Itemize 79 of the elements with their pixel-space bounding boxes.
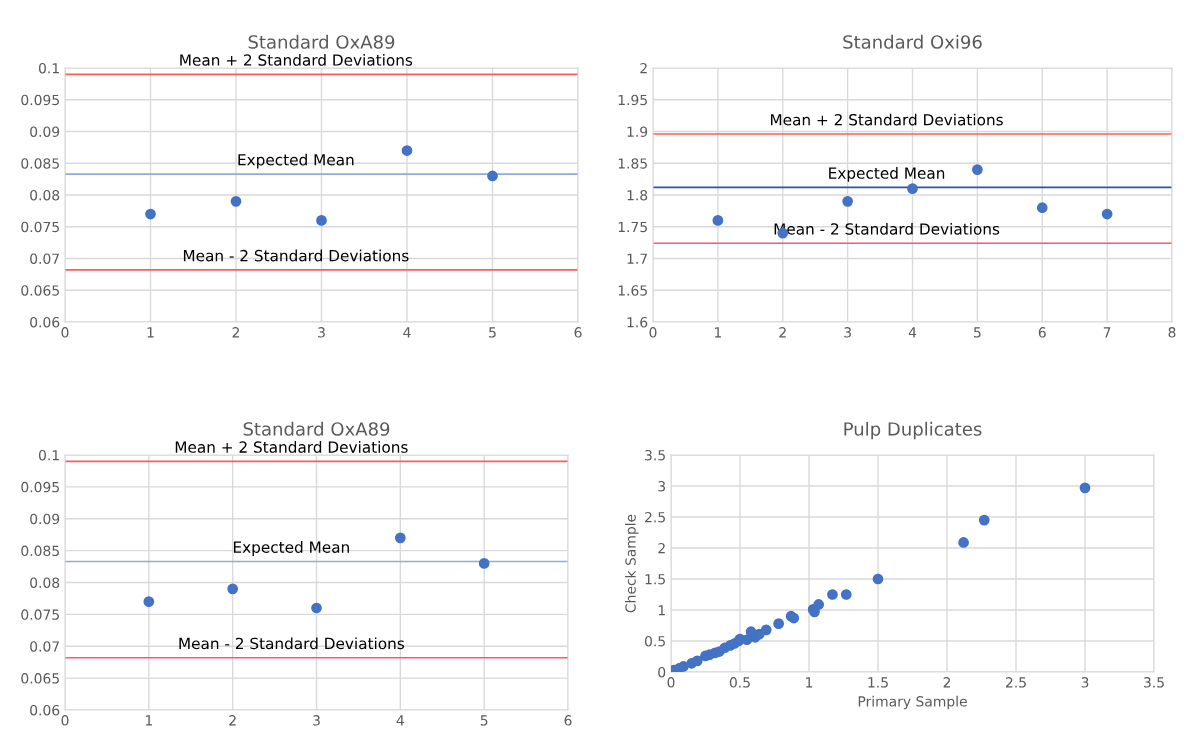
- ref-line-label: Expected Mean: [829, 167, 945, 182]
- x-tick-label: 3: [313, 715, 320, 726]
- x-tick-label: 2.5: [1005, 677, 1026, 688]
- chart-title: Standard Oxi96: [843, 34, 982, 49]
- x-axis-title: Primary Sample: [858, 695, 967, 710]
- y-tick-label: 3: [658, 480, 666, 492]
- y-tick-label: 2.5: [645, 511, 665, 523]
- y-tick-label: 1.5: [645, 574, 665, 585]
- y-tick-label: 1.75: [618, 221, 647, 233]
- x-tick-label: 3: [1081, 677, 1089, 688]
- x-tick-label: 6: [1038, 327, 1046, 338]
- x-tick-label: 3: [844, 327, 851, 338]
- y-tick-label: 0.09: [30, 513, 60, 525]
- y-tick-label: 0.075: [21, 221, 59, 233]
- y-tick-label: 0.06: [30, 316, 60, 328]
- ref-line-label: Mean - 2 Standard Deviations: [179, 637, 405, 650]
- y-tick-label: 2: [640, 62, 647, 74]
- x-tick-label: 2: [229, 715, 236, 726]
- y-tick-label: 3.5: [645, 449, 665, 461]
- y-tick-label: 0.085: [21, 545, 59, 557]
- chart-title: Standard OxA89: [243, 421, 390, 436]
- y-tick-label: 1.85: [618, 158, 647, 169]
- ref-line-label: Mean + 2 Standard Deviations: [770, 113, 1003, 126]
- ref-line-label: Expected Mean: [238, 153, 354, 169]
- x-tick-label: 4: [908, 327, 917, 338]
- x-tick-label: 1: [806, 677, 813, 688]
- x-tick-label: 2: [943, 677, 951, 688]
- y-tick-label: 0.1: [38, 449, 59, 461]
- x-tick-label: 0: [61, 327, 69, 338]
- x-tick-label: 4: [396, 715, 404, 726]
- x-tick-label: 4: [403, 327, 411, 338]
- y-tick-label: 0.065: [21, 673, 59, 684]
- y-tick-label: 1.7: [627, 253, 647, 264]
- x-tick-label: 5: [480, 715, 488, 726]
- y-tick-label: 1.9: [627, 126, 648, 137]
- y-tick-label: 0.085: [21, 158, 59, 169]
- x-tick-label: 6: [574, 327, 582, 338]
- ref-line-label: Mean + 2 Standard Deviations: [175, 441, 408, 453]
- y-tick-label: 1.95: [618, 94, 647, 106]
- x-tick-label: 5: [489, 327, 496, 338]
- y-tick-label: 1.6: [627, 316, 648, 328]
- y-tick-label: 0.095: [21, 94, 59, 106]
- y-tick-label: 2: [658, 542, 665, 554]
- x-tick-label: 7: [1103, 327, 1111, 338]
- y-tick-label: 0.07: [30, 641, 59, 652]
- y-tick-label: 0.065: [21, 285, 59, 296]
- x-tick-label: 6: [564, 715, 572, 726]
- y-tick-label: 0.075: [21, 609, 59, 620]
- x-tick-label: 3: [318, 327, 325, 338]
- chart-title: Pulp Duplicates: [844, 421, 982, 440]
- y-tick-label: 1.65: [618, 285, 647, 296]
- x-tick-label: 8: [1168, 327, 1176, 338]
- x-tick-label: 2: [779, 327, 786, 338]
- y-tick-label: 0.07: [30, 253, 59, 264]
- x-tick-label: 1: [714, 327, 722, 338]
- y-tick-label: 1.8: [627, 189, 648, 201]
- ref-line-label: Mean + 2 Standard Deviations: [180, 54, 413, 66]
- y-tick-label: 0.095: [21, 481, 59, 493]
- y-tick-label: 1: [658, 605, 665, 616]
- chart-title: Standard OxA89: [248, 34, 395, 49]
- y-tick-label: 0.5: [644, 635, 665, 647]
- y-tick-label: 0.08: [30, 189, 60, 201]
- y-tick-label: 0.06: [30, 704, 60, 716]
- y-axis-title: Check Sample: [625, 514, 639, 613]
- x-tick-label: 0: [61, 715, 69, 726]
- y-tick-label: 0.09: [30, 126, 60, 137]
- x-tick-label: 1.5: [868, 677, 888, 688]
- x-tick-label: 0.5: [729, 677, 750, 688]
- y-tick-label: 0.1: [38, 62, 59, 74]
- x-tick-label: 1: [145, 715, 152, 726]
- x-tick-label: 2: [232, 327, 240, 338]
- ref-line-label: Expected Mean: [233, 541, 349, 556]
- ref-line-label: Mean - 2 Standard Deviations: [183, 249, 409, 262]
- y-tick-label: 0.08: [30, 577, 60, 588]
- x-tick-label: 5: [974, 327, 981, 338]
- x-tick-label: 0: [667, 677, 675, 688]
- y-tick-label: 0: [658, 666, 666, 678]
- x-tick-label: 3.5: [1144, 677, 1164, 688]
- x-tick-label: 1: [147, 327, 154, 338]
